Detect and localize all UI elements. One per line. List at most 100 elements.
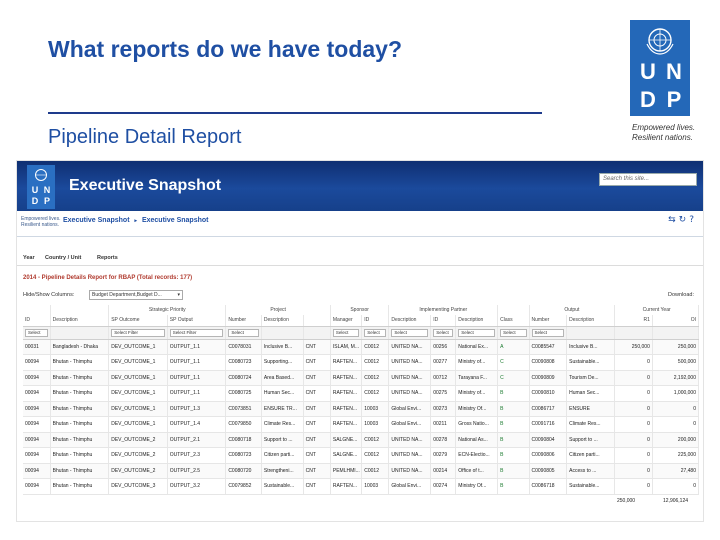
cell-project-type: CNT	[303, 463, 331, 479]
cell-partner-description: Gross Natio...	[455, 416, 499, 433]
col-header-r1[interactable]: R1	[614, 315, 653, 327]
cell-oi: 0	[652, 401, 700, 417]
table-row[interactable]: 00094 Bhutan - Thimphu DEV_OUTCOME_2 OUTPUT…	[23, 432, 700, 448]
cell-project-description: Human Sec...	[261, 385, 304, 402]
logo-letter-d: D	[640, 87, 656, 112]
cell-sp-outcome: DEV_OUTCOME_2	[108, 447, 168, 464]
cell-project-number: C0073851	[225, 401, 262, 417]
group-header-strategic-priority: Strategic Priority	[108, 305, 227, 315]
cell-sp-output: OUTPUT_1.4	[167, 416, 227, 433]
breadcrumb-bar: Empowered lives. Resilient nations. Exec…	[17, 211, 703, 237]
group-header-current-year: Current Year	[614, 305, 699, 315]
cell-output-description: Tourism De...	[566, 370, 616, 386]
cell-oi: 225,000	[652, 447, 700, 464]
cell-sponsor-description: UNITED NA...	[388, 463, 432, 479]
cell-id: 00031	[23, 339, 51, 355]
help-icon[interactable]: ?	[689, 215, 697, 225]
cell-sponsor-description: Global Envi...	[388, 401, 432, 417]
cell-partner-id: 00278	[430, 432, 457, 448]
table-row[interactable]: 00094 Bhutan - Thimphu DEV_OUTCOME_1 OUTPUT…	[23, 416, 700, 433]
cell-r1: 0	[614, 370, 653, 386]
chevron-down-icon: ▾	[177, 292, 180, 298]
table-row[interactable]: 00094 Bhutan - Thimphu DEV_OUTCOME_3 OUTPUT…	[23, 478, 700, 495]
table-row[interactable]: 00094 Bhutan - Thimphu DEV_OUTCOME_1 OUTPUT…	[23, 370, 700, 386]
filter-sponsor-desc-select[interactable]: Select	[391, 328, 429, 337]
cell-output-number: C0091716	[529, 416, 568, 433]
cell-project-number: C0079852	[225, 478, 262, 495]
cell-project-type: CNT	[303, 416, 331, 433]
filter-sponsor-id-select[interactable]: Select	[364, 328, 387, 337]
col-header-partner-description[interactable]: Description	[455, 315, 499, 327]
cell-project-number: C0079850	[225, 416, 262, 433]
refresh-icon[interactable]: ↻	[678, 215, 690, 225]
filter-partner-desc-select[interactable]: Select	[458, 328, 496, 337]
table-row[interactable]: 00094 Bhutan - Thimphu DEV_OUTCOME_1 OUTPUT…	[23, 354, 700, 371]
cell-partner-description: National Ex...	[455, 339, 499, 355]
filter-partner-id-select[interactable]: Select	[433, 328, 454, 337]
col-header-sp-output[interactable]: SP Output	[167, 315, 227, 327]
share-icon[interactable]: ⇆	[668, 215, 679, 225]
column-header-row: ID Description SP Outcome SP Output Numb…	[23, 315, 700, 327]
col-header-project-description[interactable]: Description	[261, 315, 304, 327]
filter-id-select[interactable]: Select	[25, 328, 48, 337]
cell-project-description: Support to ...	[261, 432, 304, 448]
cell-output-description: Human Sec...	[566, 385, 616, 402]
tab-year[interactable]: Year	[23, 255, 35, 261]
cell-description: Bhutan - Thimphu	[50, 370, 110, 386]
col-header-sp-outcome[interactable]: SP Outcome	[108, 315, 168, 327]
tabs-divider	[17, 265, 703, 266]
table-row[interactable]: 00094 Bhutan - Thimphu DEV_OUTCOME_2 OUTPUT…	[23, 463, 700, 479]
cell-manager: RAFTEN...	[330, 478, 363, 495]
filter-sp-output-select[interactable]: Select Filter	[169, 328, 224, 337]
cell-class: C	[497, 354, 530, 371]
cell-project-number: C0080724	[225, 370, 262, 386]
filter-project-number-select[interactable]: Select	[228, 328, 259, 337]
filter-class-select[interactable]: Select	[500, 328, 527, 337]
filter-sp-outcome-select[interactable]: Select Filter	[111, 328, 165, 337]
col-header-manager[interactable]: Manager	[330, 315, 363, 327]
cell-sponsor-id: C0012	[361, 370, 390, 386]
cell-manager: SALGNE...	[330, 432, 363, 448]
table-row[interactable]: 00094 Bhutan - Thimphu DEV_OUTCOME_1 OUTPUT…	[23, 401, 700, 417]
col-header-class[interactable]: Class	[497, 315, 530, 327]
col-header-description[interactable]: Description	[50, 315, 110, 327]
cell-partner-id: 00211	[430, 416, 457, 433]
table-row[interactable]: 00031 Bangladesh - Dhaka DEV_OUTCOME_1 OUTP…	[23, 339, 700, 355]
cell-project-description: Citizen parti...	[261, 447, 304, 464]
cell-output-description: Sustainable...	[566, 354, 616, 371]
cell-project-type: CNT	[303, 339, 331, 355]
filter-output-number-select[interactable]: Select	[531, 328, 565, 337]
download-label[interactable]: Download:	[668, 292, 694, 298]
cell-manager: RAFTEN...	[330, 370, 363, 386]
cell-partner-description: Ministry Of...	[455, 478, 499, 495]
hide-show-value: Budget Department,Budget D...	[92, 292, 162, 298]
col-header-id[interactable]: ID	[23, 315, 51, 327]
app-undp-logo[interactable]: U N D P	[27, 165, 55, 209]
tab-country-unit[interactable]: Country / Unit	[45, 255, 82, 261]
col-header-sponsor-description[interactable]: Description	[388, 315, 432, 327]
cell-sp-outcome: DEV_OUTCOME_1	[108, 339, 168, 355]
breadcrumb-link-executive-snapshot[interactable]: Executive Snapshot	[63, 217, 130, 224]
cell-id: 00094	[23, 354, 51, 371]
cell-r1: 250,000	[614, 339, 653, 355]
cell-manager: RAFTEN...	[330, 401, 363, 417]
col-header-output-number[interactable]: Number	[529, 315, 568, 327]
mini-letter-n: N	[43, 185, 51, 195]
col-header-oi[interactable]: OI	[652, 315, 700, 327]
cell-sponsor-id: C0012	[361, 447, 390, 464]
table-row[interactable]: 00094 Bhutan - Thimphu DEV_OUTCOME_1 OUTPUT…	[23, 385, 700, 402]
filter-row: Select Select Filter Select Filter Selec…	[23, 326, 700, 340]
col-header-partner-id[interactable]: ID	[430, 315, 457, 327]
col-header-sponsor-id[interactable]: ID	[361, 315, 390, 327]
col-header-project-number[interactable]: Number	[225, 315, 262, 327]
cell-oi: 0	[652, 416, 700, 433]
table-row[interactable]: 00094 Bhutan - Thimphu DEV_OUTCOME_2 OUTPUT…	[23, 447, 700, 464]
tab-reports[interactable]: Reports	[97, 255, 118, 261]
hide-show-columns-select[interactable]: Budget Department,Budget D... ▾	[89, 290, 183, 300]
col-header-output-description[interactable]: Description	[566, 315, 616, 327]
slide-title: What reports do we have today?	[48, 36, 402, 62]
cell-project-number: C0080723	[225, 447, 262, 464]
site-search-input[interactable]: Search this site...	[599, 173, 697, 186]
cell-sp-output: OUTPUT_1.1	[167, 354, 227, 371]
filter-manager-select[interactable]: Select	[332, 328, 360, 337]
